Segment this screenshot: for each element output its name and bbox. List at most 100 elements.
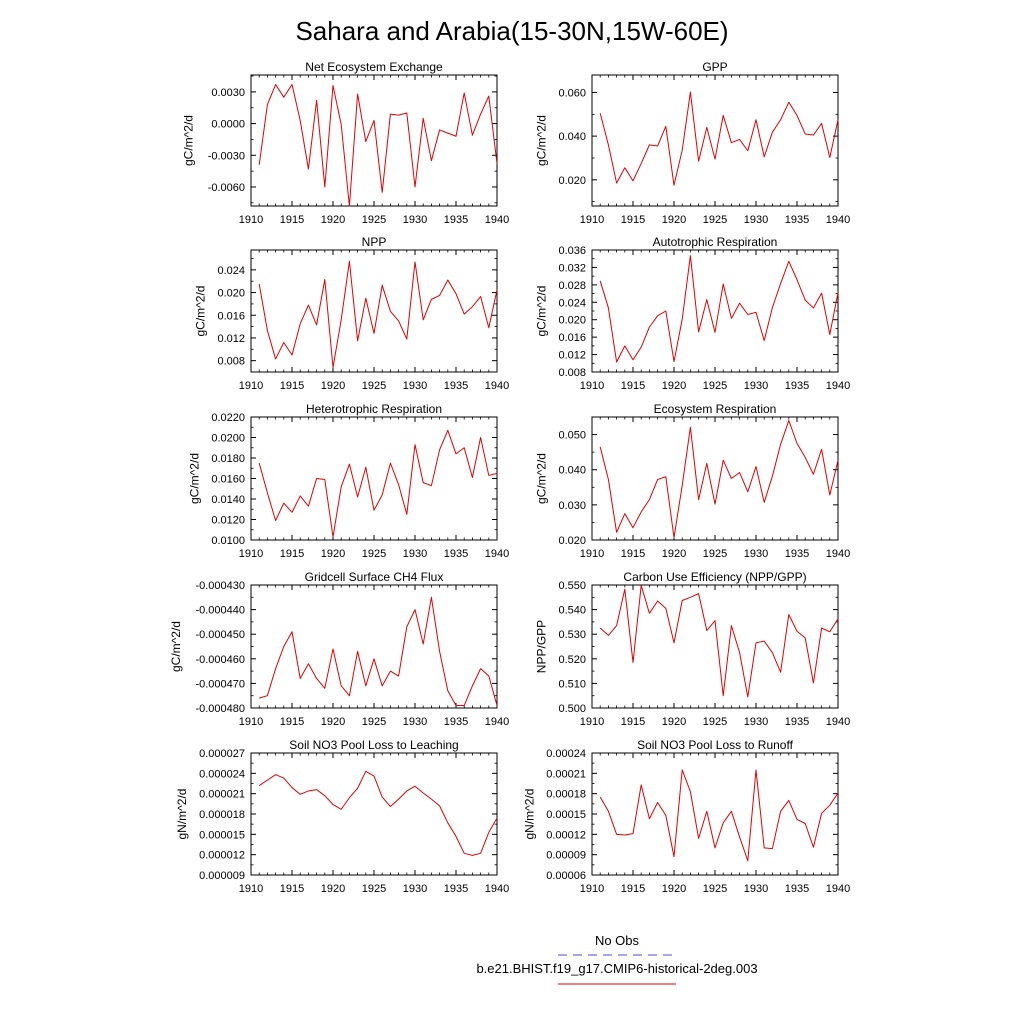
plot-frame [591,584,839,709]
panel: Ecosystem Respiration 1910 1915 1920 1925 193… [535,402,851,560]
plot-frame [591,752,839,876]
x-tick-label: 1910 [239,716,263,728]
x-tick-label: 1940 [485,380,509,392]
x-tick-label: 1930 [744,380,768,392]
series-line [599,769,839,862]
y-axis-label: NPP/GPP [535,620,549,673]
y-tick-label: 0.040 [558,131,586,143]
x-tick-label: 1910 [580,883,604,895]
y-tick-label: 0.024 [558,297,586,309]
x-tick-label: 1930 [744,548,768,560]
legend-obs-label: No Obs [595,933,640,948]
x-tick-label: 1915 [280,883,304,895]
x-tick-label: 1910 [580,380,604,392]
x-tick-label: 1925 [703,380,727,392]
y-tick-label: 0.00006 [546,870,586,882]
y-tick-label: 0.0180 [211,453,245,465]
x-tick-label: 1925 [362,548,386,560]
y-tick-label: 0.000015 [199,829,245,841]
x-tick-label: 1920 [321,716,345,728]
x-tick-label: 1910 [580,716,604,728]
y-tick-label: 0.020 [217,288,245,300]
x-tick-label: 1910 [239,548,263,560]
y-tick-label: 0.016 [558,332,586,344]
y-tick-label: 0.008 [558,367,586,379]
y-tick-label: 0.00012 [546,829,586,841]
x-tick-label: 1920 [321,214,345,226]
x-tick-label: 1940 [826,548,850,560]
x-tick-label: 1930 [403,214,427,226]
x-tick-label: 1935 [444,380,468,392]
panel: Carbon Use Efficiency (NPP/GPP) 1910 1915 1… [535,570,851,728]
y-tick-label: -0.0030 [208,150,245,162]
x-tick-label: 1910 [239,380,263,392]
series-line [599,584,839,698]
x-tick-label: 1920 [662,716,686,728]
panel-title: Soil NO3 Pool Loss to Leaching [289,738,458,752]
panel: GPP 1910 1915 1920 1925 1930 1935 1940 0.060 0.04… [535,60,851,226]
x-tick-label: 1930 [403,548,427,560]
x-tick-label: 1910 [239,883,263,895]
y-tick-label: 0.0100 [211,535,245,547]
x-tick-label: 1925 [703,883,727,895]
series-line [258,770,498,856]
x-tick-label: 1925 [362,214,386,226]
x-tick-label: 1935 [785,716,809,728]
x-tick-label: 1940 [485,883,509,895]
y-tick-label: 0.020 [558,315,586,327]
y-tick-label: 0.00024 [546,748,586,760]
y-tick-label: -0.000480 [195,703,245,715]
y-tick-label: 0.00009 [546,850,586,862]
y-axis-label: gN/m^2/d [175,789,189,840]
x-tick-label: 1935 [444,214,468,226]
series-line [599,91,839,186]
y-axis-label: gC/m^2/d [181,115,195,166]
x-tick-label: 1930 [744,883,768,895]
legend: No Obs b.e21.BHIST.f19_g17.CMIP6-histori… [476,933,758,985]
y-tick-label: 0.000012 [199,850,245,862]
x-tick-label: 1940 [826,716,850,728]
panel-title: Carbon Use Efficiency (NPP/GPP) [623,570,806,584]
x-tick-label: 1935 [785,380,809,392]
x-tick-label: 1940 [826,380,850,392]
x-tick-label: 1930 [403,716,427,728]
x-tick-label: 1935 [785,548,809,560]
y-tick-label: 0.050 [558,430,586,442]
y-tick-label: 0.00018 [546,789,586,801]
x-tick-label: 1930 [403,380,427,392]
x-tick-label: 1925 [362,380,386,392]
y-tick-label: 0.012 [217,333,245,345]
x-tick-label: 1915 [621,716,645,728]
y-tick-label: 0.020 [558,175,586,187]
series-line [258,260,498,368]
y-tick-label: 0.028 [558,280,586,292]
y-axis-label: gC/m^2/d [535,115,549,166]
y-tick-label: 0.0140 [211,494,245,506]
y-tick-label: 0.040 [558,465,586,477]
x-tick-label: 1940 [826,883,850,895]
y-tick-label: -0.000470 [195,678,245,690]
y-tick-label: -0.000440 [195,605,245,617]
y-axis-label: gC/m^2/d [187,453,201,504]
x-tick-label: 1910 [580,548,604,560]
plot-frame [250,74,498,207]
y-axis-label: gC/m^2/d [169,621,183,672]
y-axis-label: gC/m^2/d [535,286,549,337]
y-tick-label: 0.000024 [199,768,245,780]
x-tick-label: 1940 [485,214,509,226]
panel-title: GPP [702,60,727,74]
series-line [258,84,498,207]
x-tick-label: 1920 [662,883,686,895]
y-tick-label: 0.032 [558,262,586,274]
x-tick-label: 1910 [239,214,263,226]
x-tick-label: 1935 [444,883,468,895]
y-tick-label: 0.0000 [211,119,245,131]
panel: Net Ecosystem Exchange 1910 1915 1920 1925 19… [181,60,509,226]
x-tick-label: 1930 [403,883,427,895]
y-tick-label: 0.030 [558,500,586,512]
legend-model-label: b.e21.BHIST.f19_g17.CMIP6-historical-2de… [476,961,757,976]
y-tick-label: 0.530 [558,629,586,641]
y-tick-label: 0.0220 [211,412,245,424]
x-tick-label: 1915 [621,380,645,392]
